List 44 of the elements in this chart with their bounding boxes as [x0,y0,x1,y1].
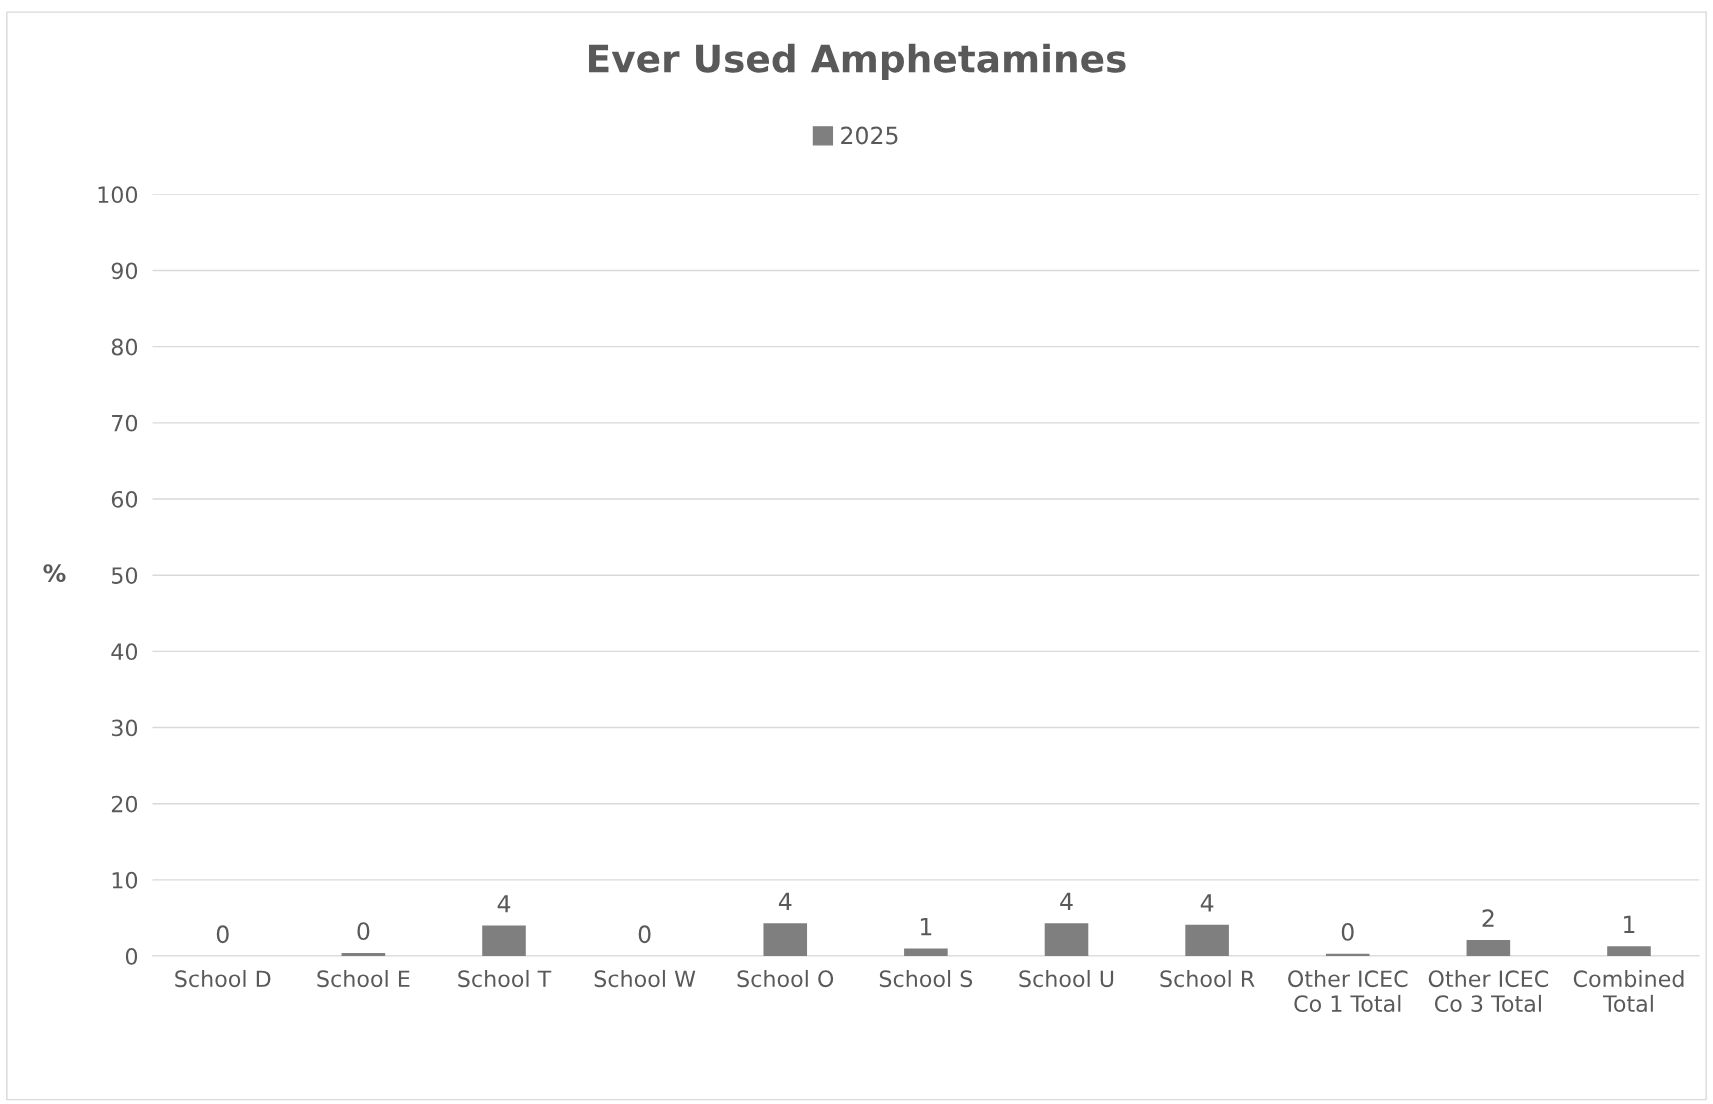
y-tick-label: 30 [111,719,138,737]
data-label: 4 [1060,892,1073,911]
bar [1044,923,1089,957]
x-tick-label: School R [1160,969,1255,988]
bar [904,948,948,957]
y-tick-label: 40 [111,643,138,661]
x-tick-label: School U [1019,969,1114,988]
data-label: 4 [778,892,792,911]
bar [1466,940,1511,957]
legend-label: 2025 [841,126,898,145]
y-tick-label: 50 [112,567,138,584]
bar [482,925,526,957]
data-label: 2 [1482,909,1494,927]
data-label: 0 [357,922,370,941]
data-label: 0 [216,925,229,944]
x-tick-label: School T [458,969,552,988]
y-tick-label: 100 [98,186,138,204]
x-tick-label: School O [737,969,834,988]
y-tick-label: 60 [111,490,138,508]
x-tick-label: School E [317,969,410,988]
data-label: 0 [1341,923,1354,941]
data-label: 4 [497,895,511,913]
bar [1607,946,1651,957]
y-tick-label: 0 [125,948,138,965]
x-tick-label: Other ICEC Co 1 Total [1288,969,1408,1013]
y-tick-label: 10 [112,871,138,889]
data-label: 0 [638,925,651,944]
data-label: 1 [920,917,932,936]
bar [1185,924,1229,957]
x-tick-label: School W [594,969,696,988]
x-tick-label: Combined Total [1573,969,1684,1013]
x-tick-label: School S [879,969,973,988]
x-tick-label: Other ICEC Co 3 Total [1428,969,1549,1013]
data-label: 1 [1624,915,1635,933]
bar [341,953,386,957]
bar [763,923,808,957]
y-tick-label: 20 [111,795,138,813]
y-axis-title: % [43,564,66,583]
y-tick-label: 90 [111,262,138,280]
x-tick-label: School D [175,969,271,988]
y-tick-label: 80 [111,338,138,356]
data-label: 4 [1200,894,1214,912]
chart-title: Ever Used Amphetamines [589,43,1126,80]
y-tick-label: 70 [112,414,138,432]
